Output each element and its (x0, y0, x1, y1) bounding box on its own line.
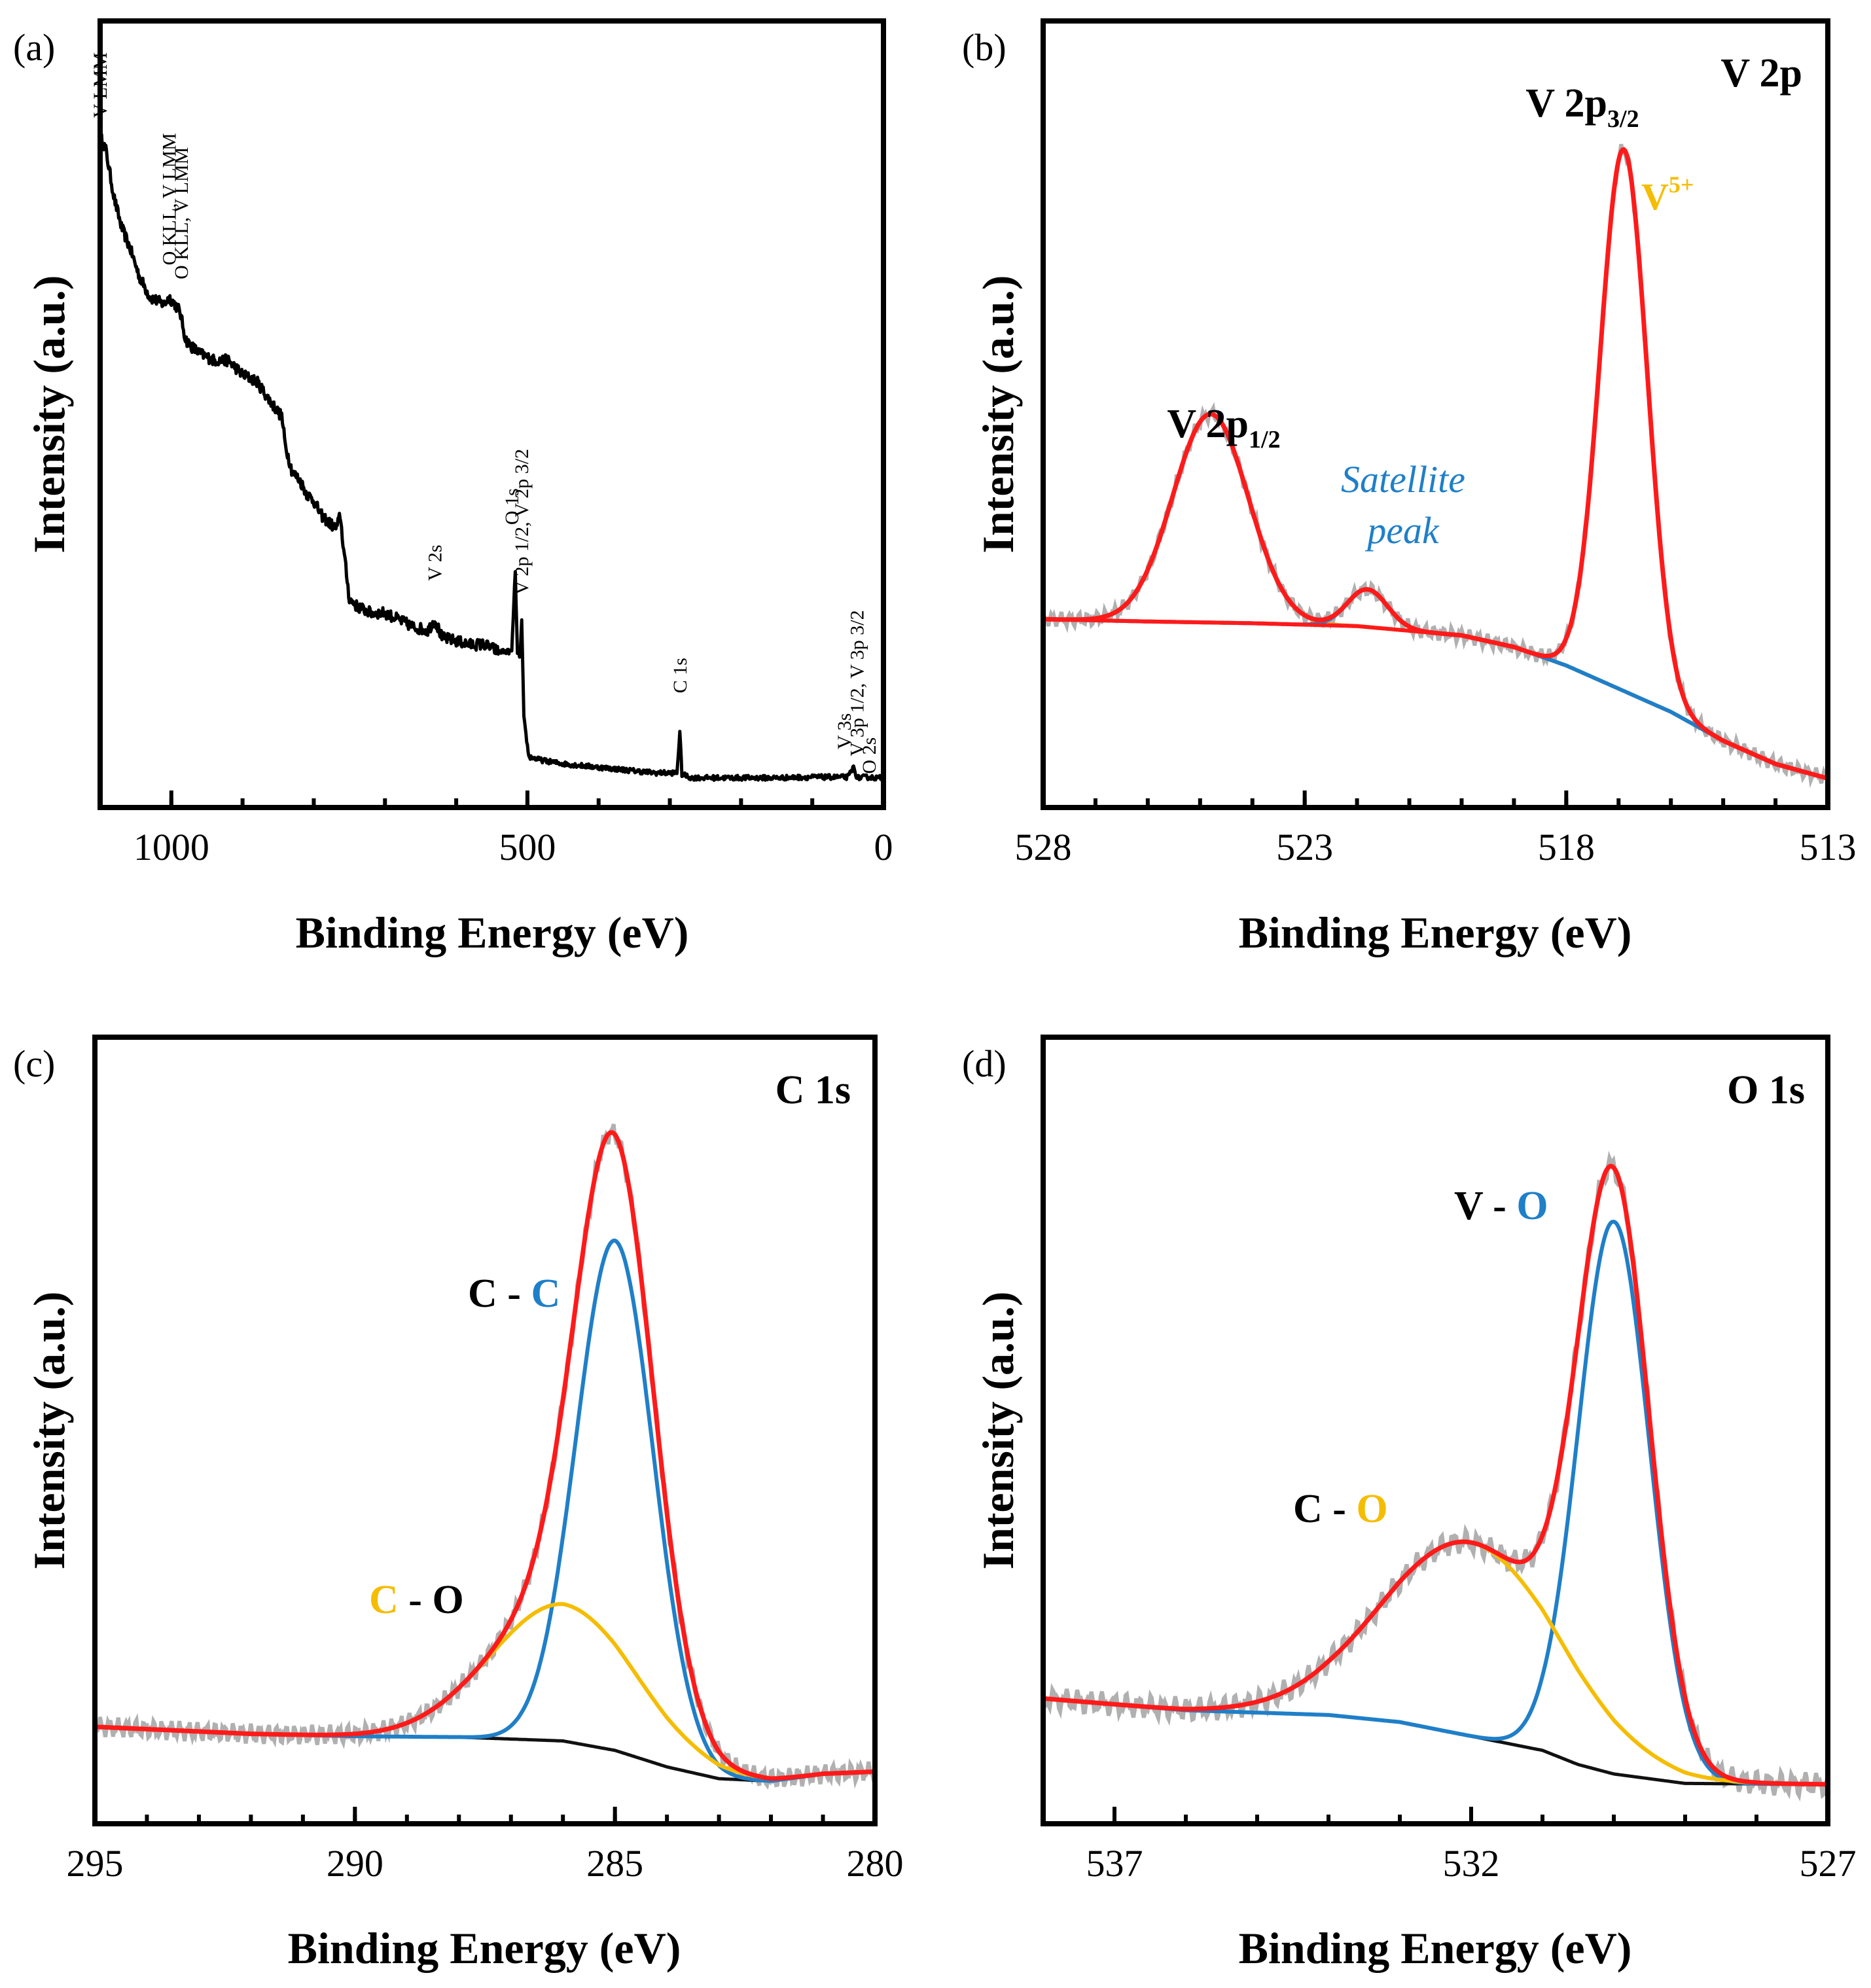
panel-c-title: C 1s (775, 1068, 851, 1112)
x-tick-label: 523 (1276, 826, 1333, 868)
raw-data-line (1041, 1150, 1830, 1802)
peak-annotation: O 1s (501, 488, 523, 525)
x-tick-label: 527 (1800, 1842, 1857, 1885)
panel-d-ylabel: Intensity (a.u.) (973, 1291, 1023, 1569)
satellite-label-line2: peak (1364, 509, 1440, 552)
panel-c-ticks: 295 290 285 280 (67, 1807, 904, 1885)
panel-d-label: (d) (962, 1042, 1007, 1085)
panel-b-ylabel: Intensity (a.u.) (973, 275, 1023, 553)
v5plus-label: V5+ (1641, 171, 1694, 218)
envelope-line (1042, 1163, 1828, 1787)
panel-d-frame (1041, 1035, 1830, 1826)
panel-d-xlabel: Binding Energy (eV) (1239, 1923, 1632, 1973)
peak-annotation: V 3s (834, 713, 855, 749)
vo-label: V - O (1454, 1184, 1548, 1228)
panel-b-title: V 2p (1720, 51, 1802, 96)
x-tick-label: 532 (1443, 1842, 1500, 1885)
panel-d: (d) 537 532 527 O 1s V - O C - O Binding E… (962, 1035, 1857, 1973)
panel-b-frame (1041, 18, 1830, 810)
panel-b-xlabel: Binding Energy (eV) (1239, 908, 1632, 957)
panel-a-label: (a) (13, 26, 55, 69)
x-tick-label: 513 (1800, 826, 1857, 868)
x-tick-label: 518 (1538, 826, 1595, 868)
panel-a-frame (98, 18, 886, 810)
panel-c-frame (92, 1035, 878, 1826)
panel-c-ylabel: Intensity (a.u.) (24, 1291, 74, 1569)
v2p32-label: V 2p3/2 (1525, 81, 1639, 133)
component-satellite-peak-line (1043, 587, 1828, 781)
x-tick-label: 1000 (134, 826, 209, 868)
panel-b: (b) 528 523 518 513 V 2p V 2p1/2 V 2p3/2 V5… (962, 18, 1857, 957)
panel-b-plot (1041, 143, 1830, 789)
x-tick-label: 0 (874, 826, 893, 868)
x-tick-label: 295 (67, 1842, 124, 1885)
peak-annotation: O KLL, V LMM (171, 147, 192, 279)
envelope-line (94, 1130, 876, 1781)
cc-label: C - C (468, 1271, 560, 1316)
x-tick-label: 528 (1015, 826, 1072, 868)
peak-annotation: O KLL, V LMM (159, 133, 181, 265)
panel-d-ticks: 537 532 527 (1041, 1807, 1857, 1885)
peak-annotation: V 3p 1/2, V 3p 3/2 (847, 610, 868, 756)
x-tick-label: 290 (327, 1842, 383, 1885)
panel-d-plot (1041, 1150, 1830, 1802)
panel-c-xlabel: Binding Energy (eV) (288, 1923, 681, 1973)
raw-data-line (93, 1124, 877, 1790)
panel-b-ticks: 528 523 518 513 (1015, 790, 1857, 868)
component-c-o-line (94, 1602, 876, 1781)
x-tick-label: 537 (1086, 1842, 1143, 1885)
panel-c: (c) 295 290 285 280 C 1s C - C C - O Bindin… (13, 1035, 904, 1973)
peak-annotation: O 2s (859, 737, 880, 774)
satellite-label-line1: Satellite (1341, 458, 1465, 501)
panel-a-xlabel: Binding Energy (eV) (296, 908, 689, 957)
x-tick-label: 280 (847, 1842, 904, 1885)
panel-c-label: (c) (13, 1042, 55, 1085)
co-label-d: C - O (1293, 1487, 1388, 1531)
component-c-c-line (94, 1238, 876, 1783)
background-line (1043, 617, 1828, 780)
x-tick-label: 285 (586, 1842, 643, 1885)
envelope-line (1043, 147, 1829, 781)
survey-spectrum-line (98, 132, 885, 782)
panel-b-label: (b) (962, 26, 1007, 69)
panel-a-plot (98, 132, 885, 782)
component-c-o-line (1042, 1540, 1828, 1786)
x-tick-label: 500 (499, 826, 556, 868)
panel-d-title: O 1s (1727, 1068, 1805, 1112)
panel-c-plot (93, 1124, 877, 1790)
peak-annotation: C 1s (669, 658, 691, 693)
v2p12-label: V 2p1/2 (1167, 402, 1280, 453)
peak-annotation: V 2s (424, 544, 446, 580)
panel-a-ylabel: Intensity (a.u.) (24, 275, 74, 553)
panel-a-ticks: 1000 500 0 (98, 790, 893, 868)
co-label-c: C - O (369, 1578, 464, 1622)
